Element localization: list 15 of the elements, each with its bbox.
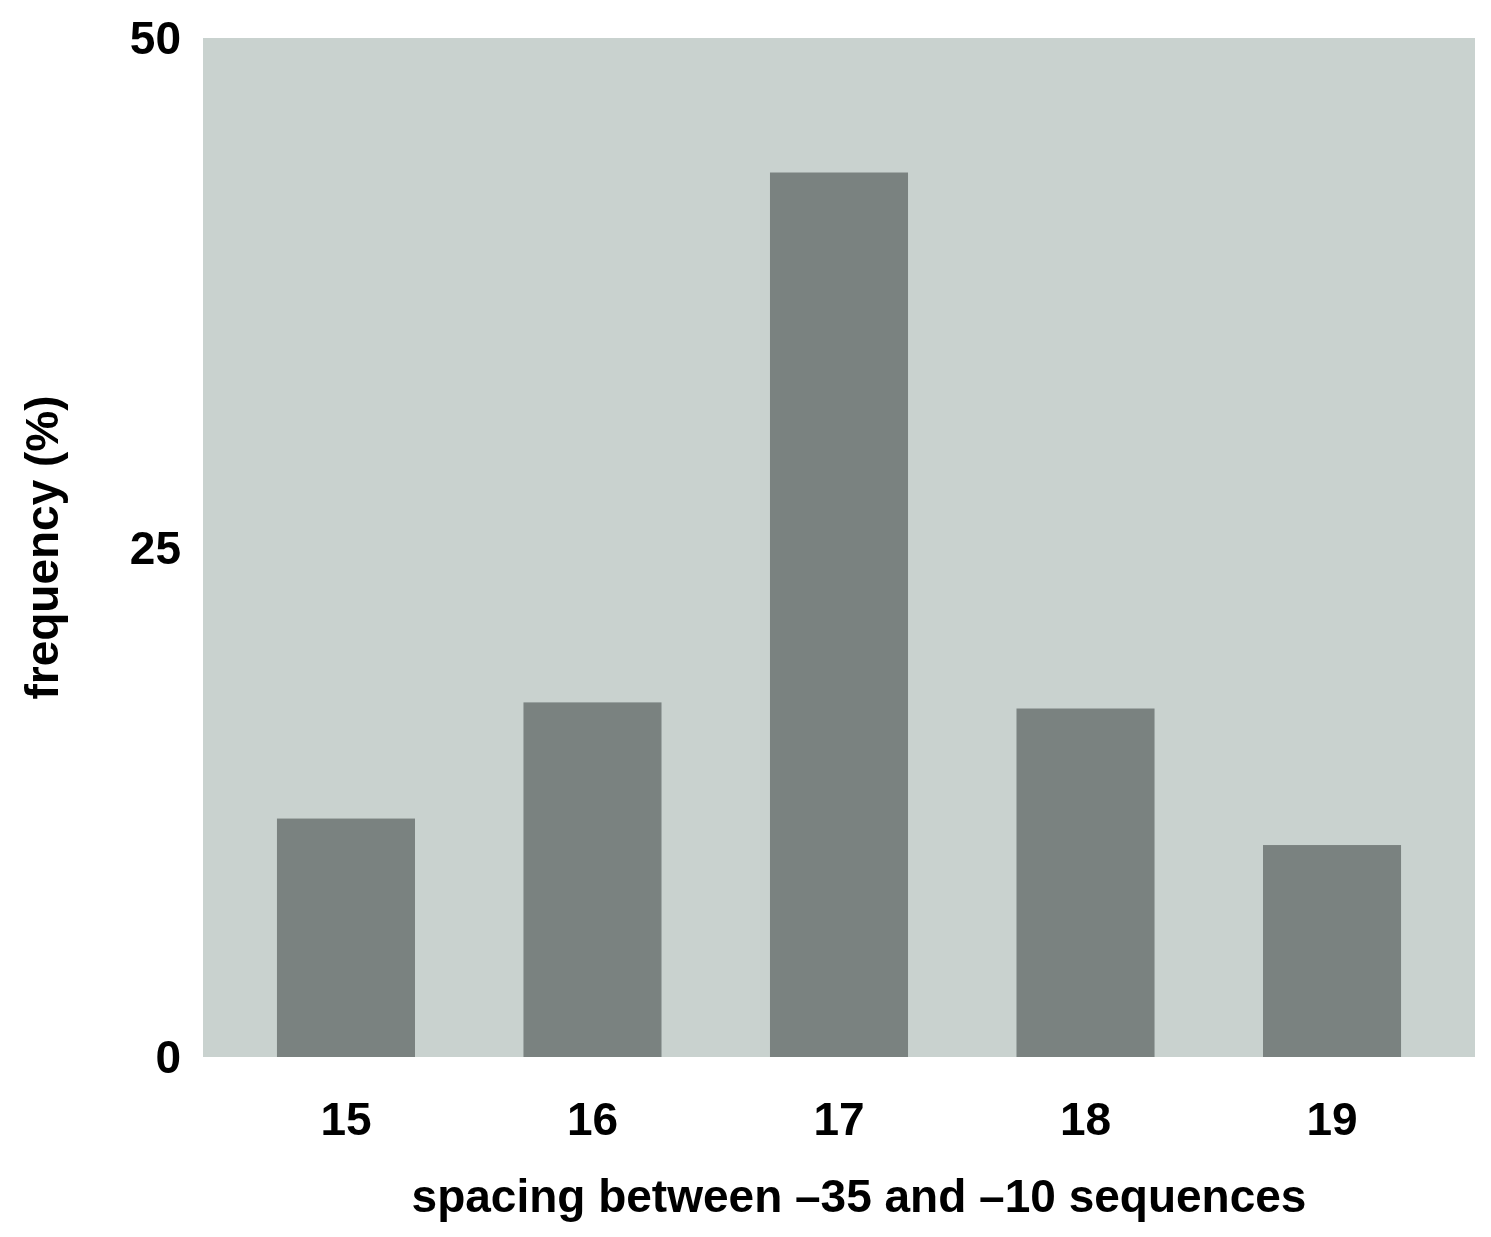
x-tick-label: 17 [813, 1093, 865, 1145]
bar [276, 818, 415, 1057]
x-tick-label: 19 [1306, 1093, 1358, 1145]
x-tick-label: 15 [320, 1093, 372, 1145]
y-axis-title: frequency (%) [16, 395, 68, 700]
x-axis-title: spacing between –35 and –10 sequences [411, 1170, 1307, 1222]
bar [1263, 845, 1402, 1057]
y-tick-label: 50 [129, 12, 181, 65]
x-tick-label: 16 [566, 1093, 619, 1145]
x-tick-label: 18 [1059, 1093, 1112, 1145]
bar [769, 172, 909, 1057]
bar [1016, 708, 1155, 1057]
y-tick-label: 0 [155, 1031, 181, 1084]
bar [523, 702, 662, 1057]
y-tick-label: 25 [129, 521, 181, 574]
